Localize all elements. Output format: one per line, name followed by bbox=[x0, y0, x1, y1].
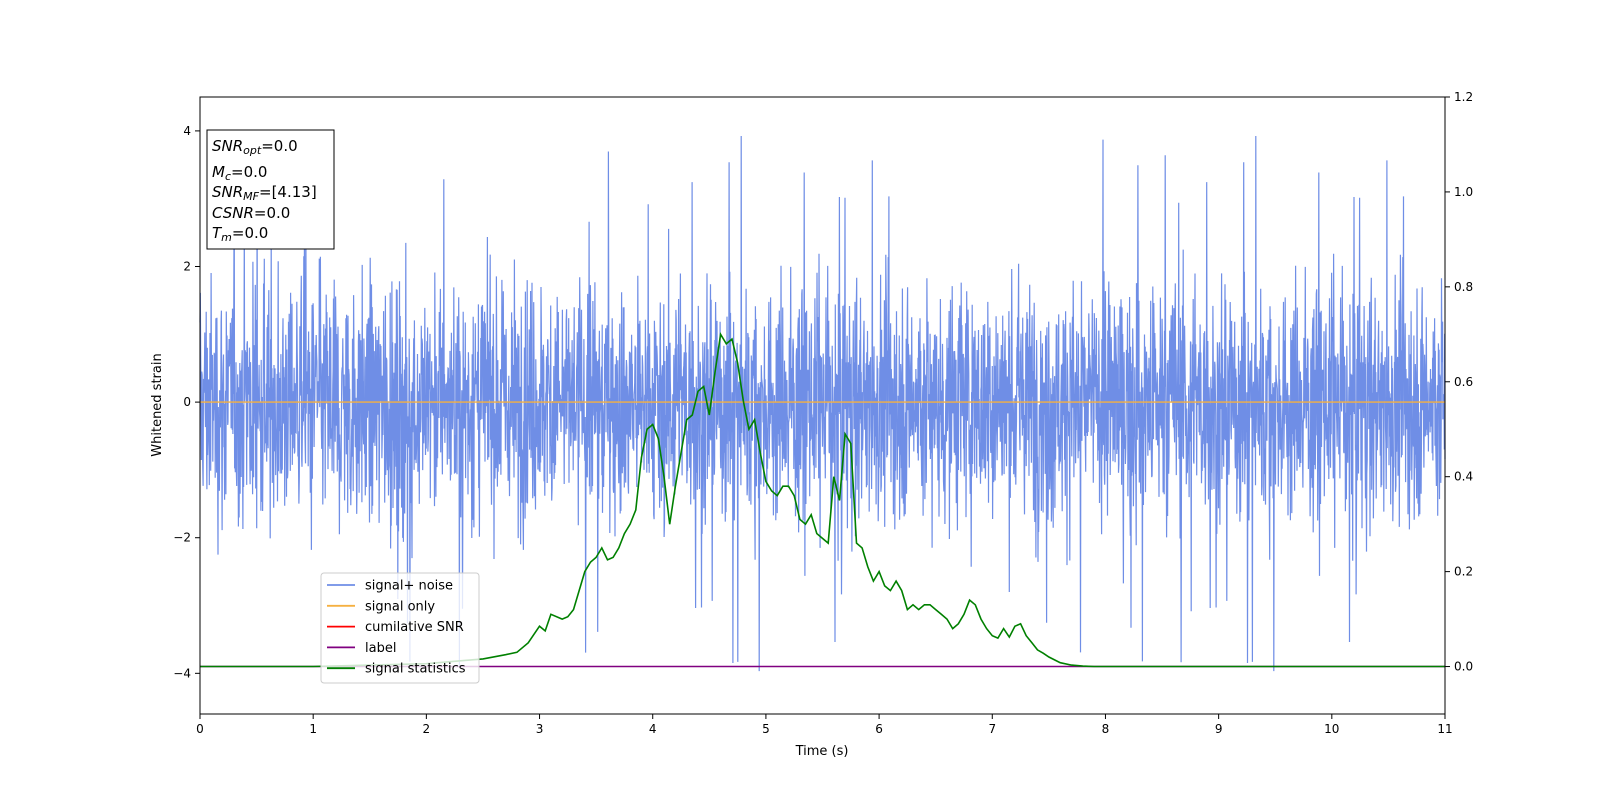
y-right-tick-label: 0.6 bbox=[1454, 375, 1473, 389]
y-right-tick-label: 1.2 bbox=[1454, 90, 1473, 104]
y-axis-right: 0.0 0.2 0.4 0.6 0.8 1.0 1.2 bbox=[1445, 90, 1473, 674]
y-left-tick-label: 2 bbox=[183, 260, 191, 274]
x-tick-label: 4 bbox=[649, 722, 657, 736]
plot-frame bbox=[199, 96, 1446, 715]
y-left-tick-label: 0 bbox=[183, 395, 191, 409]
x-tick-label: 3 bbox=[536, 722, 544, 736]
y-right-tick-label: 0.0 bbox=[1454, 660, 1473, 674]
x-tick-label: 6 bbox=[875, 722, 883, 736]
x-tick-label: 10 bbox=[1324, 722, 1339, 736]
x-tick-label: 11 bbox=[1437, 722, 1452, 736]
y-right-tick-label: 1.0 bbox=[1454, 185, 1473, 199]
legend-label: label bbox=[365, 641, 396, 656]
legend-label: cumilative SNR bbox=[365, 620, 464, 635]
annotation-line: SNRopt=0.0 bbox=[212, 137, 298, 157]
legend-label: signal only bbox=[365, 599, 435, 614]
y-right-tick-label: 0.8 bbox=[1454, 280, 1473, 294]
annotation-line: Mc=0.0 bbox=[212, 163, 267, 183]
y-right-tick-label: 0.4 bbox=[1454, 470, 1473, 484]
annotation-line: SNRMF=[4.13] bbox=[212, 183, 317, 203]
x-axis: 0 1 2 3 4 5 6 7 8 9 10 11 bbox=[196, 714, 1453, 736]
legend: signal+ noise signal only cumilative SNR la… bbox=[320, 572, 480, 684]
x-tick-label: 0 bbox=[196, 722, 204, 736]
y-left-tick-label: −4 bbox=[173, 666, 191, 680]
x-tick-label: 1 bbox=[309, 722, 317, 736]
x-tick-label: 9 bbox=[1215, 722, 1223, 736]
annotation-frame bbox=[206, 129, 335, 250]
y-left-tick-label: 4 bbox=[183, 124, 191, 138]
y-axis-left: −4 −2 0 2 4 bbox=[173, 124, 200, 680]
y-right-tick-label: 0.2 bbox=[1454, 565, 1473, 579]
x-tick-label: 2 bbox=[423, 722, 431, 736]
x-tick-label: 5 bbox=[762, 722, 770, 736]
legend-frame bbox=[320, 572, 480, 684]
y-axis-label: Whitened strain bbox=[150, 353, 165, 456]
legend-label: signal statistics bbox=[365, 662, 466, 677]
x-axis-label: Time (s) bbox=[795, 744, 849, 759]
y-left-tick-label: −2 bbox=[173, 531, 191, 545]
signal-statistics-line bbox=[200, 331, 1445, 668]
annotation-line: CSNR=0.0 bbox=[212, 204, 290, 222]
legend-label: signal+ noise bbox=[365, 579, 453, 594]
annotation-line: Tm=0.0 bbox=[212, 224, 268, 244]
x-tick-label: 8 bbox=[1102, 722, 1110, 736]
x-tick-label: 7 bbox=[988, 722, 996, 736]
